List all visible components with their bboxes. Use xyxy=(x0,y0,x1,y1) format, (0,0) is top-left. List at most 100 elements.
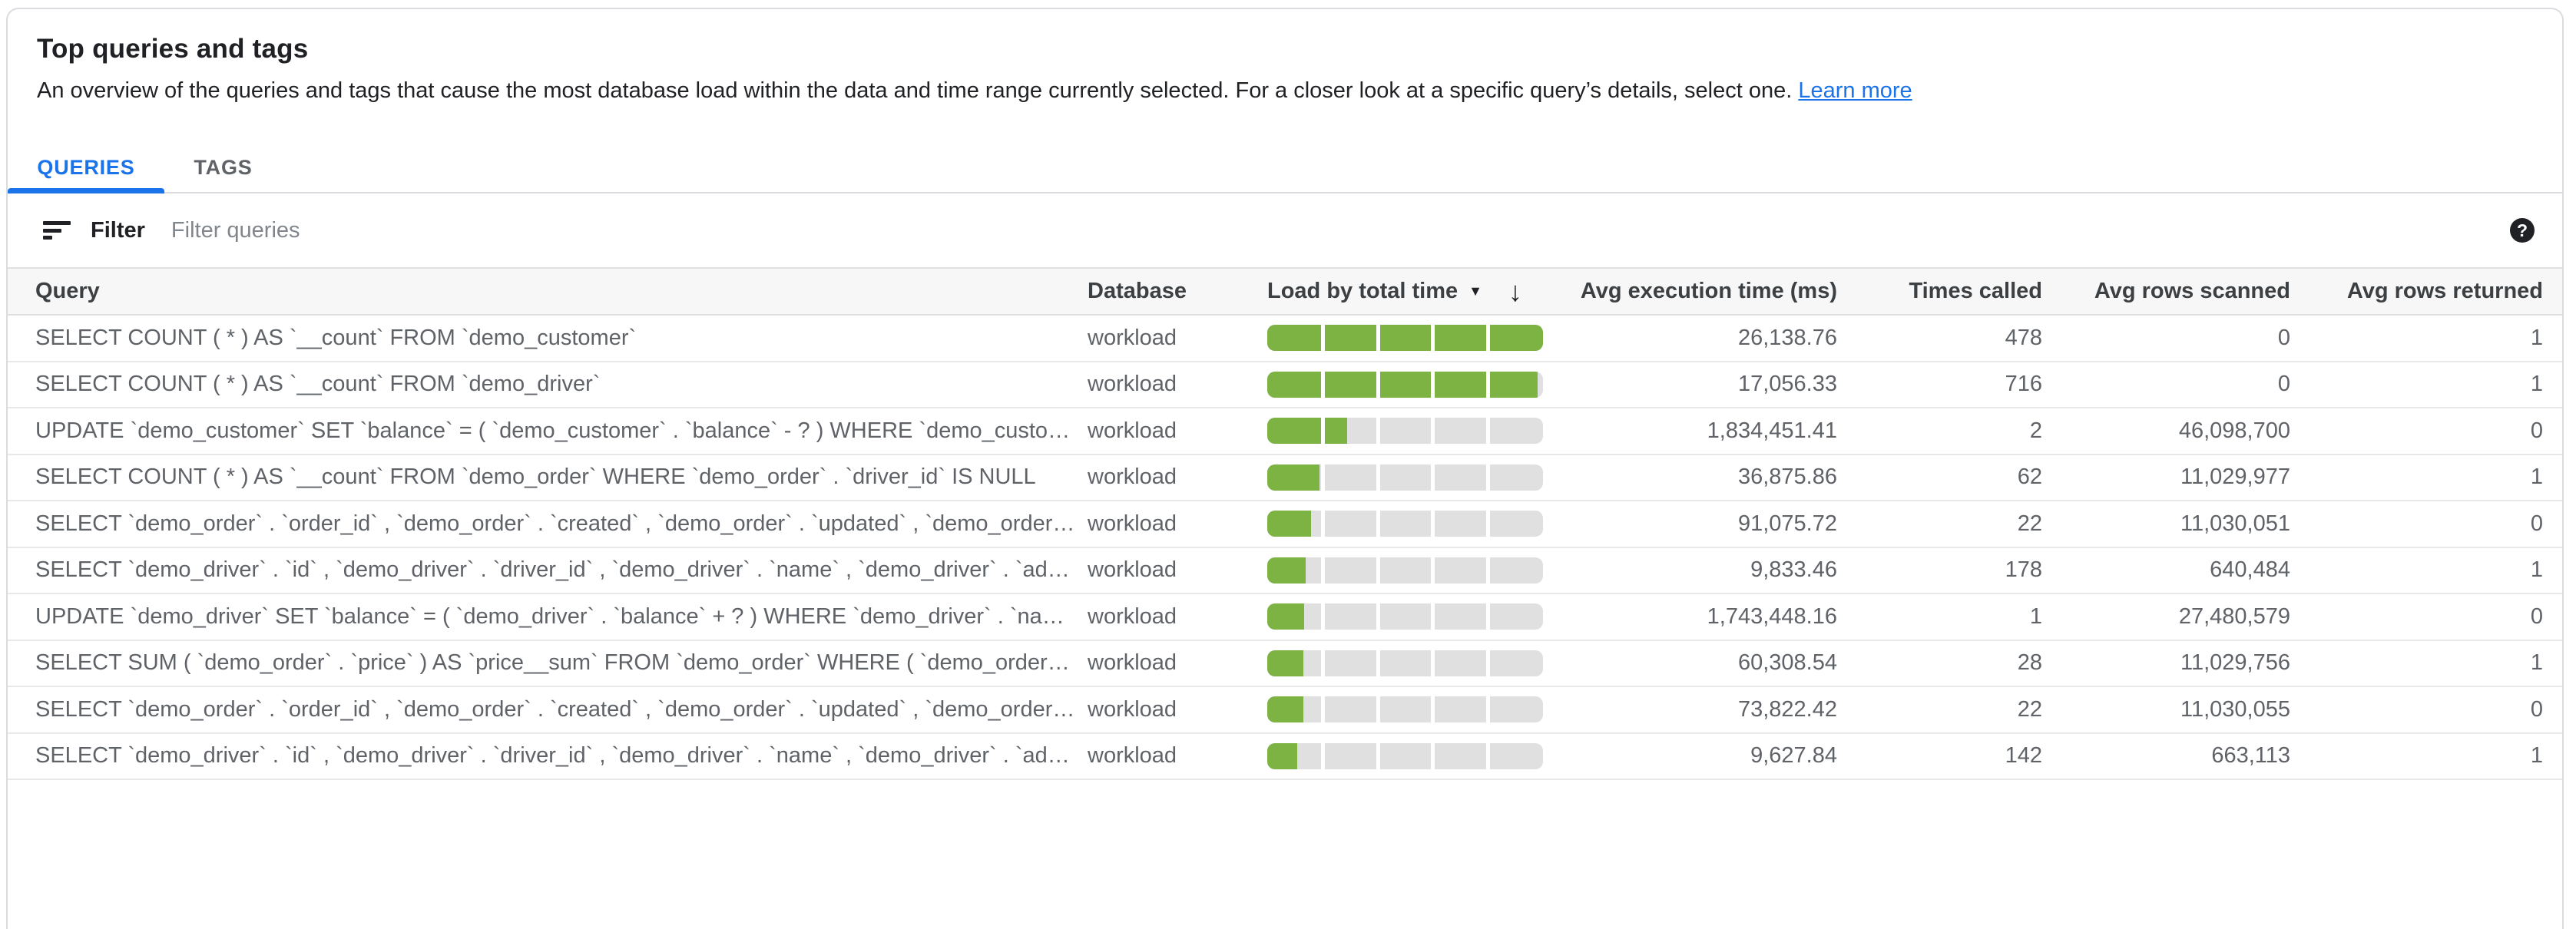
load-bar-track xyxy=(1267,603,1543,630)
database-cell: workload xyxy=(1088,418,1177,443)
times-called-cell: 142 xyxy=(2005,743,2042,769)
database-cell: workload xyxy=(1088,557,1177,583)
filter-label: Filter xyxy=(91,217,145,243)
sort-descending-icon[interactable]: ↓ xyxy=(1508,275,1522,307)
avg-rows-scanned-cell: 663,113 xyxy=(2211,743,2290,769)
avg-rows-scanned-cell: 11,029,977 xyxy=(2180,464,2290,490)
database-cell: workload xyxy=(1088,696,1177,722)
load-bar-track xyxy=(1267,511,1543,537)
load-column-label: Load by total time xyxy=(1267,279,1459,303)
load-bar-fill xyxy=(1267,742,1298,769)
card-header: Top queries and tags An overview of the … xyxy=(8,9,2562,106)
table-row[interactable]: SELECT `demo_driver` . `id` , `demo_driv… xyxy=(8,733,2562,780)
load-bar-cell xyxy=(1257,511,1579,537)
column-header-database[interactable]: Database xyxy=(1088,279,1187,303)
table-row[interactable]: SELECT COUNT ( * ) AS `__count` FROM `de… xyxy=(8,455,2562,501)
avg-rows-scanned-cell: 46,098,700 xyxy=(2178,418,2290,443)
query-cell: SELECT `demo_order` . `order_id` , `demo… xyxy=(35,511,1075,536)
database-cell: workload xyxy=(1088,603,1177,629)
times-called-cell: 1 xyxy=(2029,603,2042,629)
column-header-times-called[interactable]: Times called xyxy=(1909,279,2042,303)
avg-execution-time-cell: 1,743,448.16 xyxy=(1707,603,1837,629)
database-cell: workload xyxy=(1088,511,1177,536)
column-header-query[interactable]: Query xyxy=(35,279,100,303)
load-bar-cell xyxy=(1257,557,1579,584)
filter-list-icon xyxy=(43,219,72,242)
avg-execution-time-cell: 26,138.76 xyxy=(1737,325,1837,350)
avg-rows-returned-cell: 1 xyxy=(2530,650,2543,676)
avg-execution-time-cell: 17,056.33 xyxy=(1737,372,1837,397)
avg-execution-time-cell: 9,833.46 xyxy=(1750,557,1837,583)
avg-rows-scanned-cell: 0 xyxy=(2277,325,2290,350)
column-header-load[interactable]: Load by total time ▼ ↓ xyxy=(1257,276,1579,308)
column-header-avg-rows-scanned[interactable]: Avg rows scanned xyxy=(2094,279,2290,303)
avg-execution-time-cell: 9,627.84 xyxy=(1750,743,1837,769)
filter-bar: Filter ? xyxy=(8,193,2562,267)
help-icon[interactable]: ? xyxy=(2510,218,2535,243)
query-cell: SELECT `demo_order` . `order_id` , `demo… xyxy=(35,696,1075,722)
table-row[interactable]: SELECT `demo_order` . `order_id` , `demo… xyxy=(8,501,2562,548)
load-metric-dropdown-caret-icon[interactable]: ▼ xyxy=(1468,283,1482,299)
avg-rows-scanned-cell: 11,030,055 xyxy=(2180,696,2290,722)
tab-tags[interactable]: TAGS xyxy=(194,155,253,179)
load-bar-track xyxy=(1267,418,1543,445)
load-bar-track xyxy=(1267,650,1543,676)
load-bar-track xyxy=(1267,325,1543,352)
times-called-cell: 62 xyxy=(2017,464,2042,490)
database-cell: workload xyxy=(1088,743,1177,769)
times-called-cell: 28 xyxy=(2017,650,2042,676)
avg-rows-scanned-cell: 640,484 xyxy=(2210,557,2290,583)
query-cell: SELECT `demo_driver` . `id` , `demo_driv… xyxy=(35,743,1075,769)
table-row[interactable]: SELECT `demo_driver` . `id` , `demo_driv… xyxy=(8,547,2562,594)
table-row[interactable]: SELECT COUNT ( * ) AS `__count` FROM `de… xyxy=(8,316,2562,362)
avg-execution-time-cell: 73,822.42 xyxy=(1737,696,1837,722)
load-bar-fill xyxy=(1267,557,1306,584)
table-row[interactable]: SELECT SUM ( `demo_order` . `price` ) AS… xyxy=(8,640,2562,687)
load-bar-track xyxy=(1267,742,1543,769)
database-cell: workload xyxy=(1088,372,1177,397)
query-cell: SELECT SUM ( `demo_order` . `price` ) AS… xyxy=(35,650,1075,676)
learn-more-link[interactable]: Learn more xyxy=(1798,78,1912,103)
load-bar-cell xyxy=(1257,418,1579,445)
avg-rows-returned-cell: 1 xyxy=(2530,325,2543,350)
table-row[interactable]: UPDATE `demo_customer` SET `balance` = (… xyxy=(8,408,2562,455)
load-bar-cell xyxy=(1257,650,1579,676)
avg-execution-time-cell: 1,834,451.41 xyxy=(1707,418,1837,443)
table-row[interactable]: SELECT COUNT ( * ) AS `__count` FROM `de… xyxy=(8,362,2562,408)
avg-rows-returned-cell: 1 xyxy=(2530,372,2543,397)
avg-rows-returned-cell: 0 xyxy=(2530,603,2543,629)
load-bar-cell xyxy=(1257,371,1579,398)
query-cell: SELECT COUNT ( * ) AS `__count` FROM `de… xyxy=(35,464,1036,490)
column-header-avg-rows-returned[interactable]: Avg rows returned xyxy=(2346,279,2543,303)
query-cell: SELECT COUNT ( * ) AS `__count` FROM `de… xyxy=(35,325,637,350)
table-row[interactable]: SELECT `demo_order` . `order_id` , `demo… xyxy=(8,687,2562,734)
page-description: An overview of the queries and tags that… xyxy=(37,75,2531,106)
avg-rows-returned-cell: 1 xyxy=(2530,743,2543,769)
column-header-avg-execution-time[interactable]: Avg execution time (ms) xyxy=(1580,279,1837,303)
table-row[interactable]: UPDATE `demo_driver` SET `balance` = ( `… xyxy=(8,594,2562,641)
load-bar-track xyxy=(1267,464,1543,491)
load-bar-fill xyxy=(1267,511,1312,537)
avg-rows-returned-cell: 0 xyxy=(2530,418,2543,443)
times-called-cell: 716 xyxy=(2005,372,2042,397)
avg-rows-scanned-cell: 27,480,579 xyxy=(2178,603,2290,629)
avg-execution-time-cell: 60,308.54 xyxy=(1737,650,1837,676)
load-bar-cell xyxy=(1257,742,1579,769)
description-text: An overview of the queries and tags that… xyxy=(37,78,1799,103)
load-bar-track xyxy=(1267,557,1543,584)
avg-rows-returned-cell: 0 xyxy=(2530,696,2543,722)
active-tab-underline xyxy=(8,188,164,193)
load-bar-track xyxy=(1267,371,1543,398)
page-title: Top queries and tags xyxy=(37,34,309,64)
load-bar-fill xyxy=(1267,325,1543,352)
query-cell: SELECT COUNT ( * ) AS `__count` FROM `de… xyxy=(35,372,601,397)
top-queries-card: Top queries and tags An overview of the … xyxy=(6,8,2564,929)
times-called-cell: 478 xyxy=(2005,325,2042,350)
table-body: SELECT COUNT ( * ) AS `__count` FROM `de… xyxy=(8,316,2562,780)
database-cell: workload xyxy=(1088,650,1177,676)
times-called-cell: 2 xyxy=(2029,418,2042,443)
times-called-cell: 22 xyxy=(2017,511,2042,536)
avg-rows-returned-cell: 1 xyxy=(2530,557,2543,583)
tab-queries[interactable]: QUERIES xyxy=(37,155,135,179)
filter-queries-input[interactable] xyxy=(171,217,1554,243)
